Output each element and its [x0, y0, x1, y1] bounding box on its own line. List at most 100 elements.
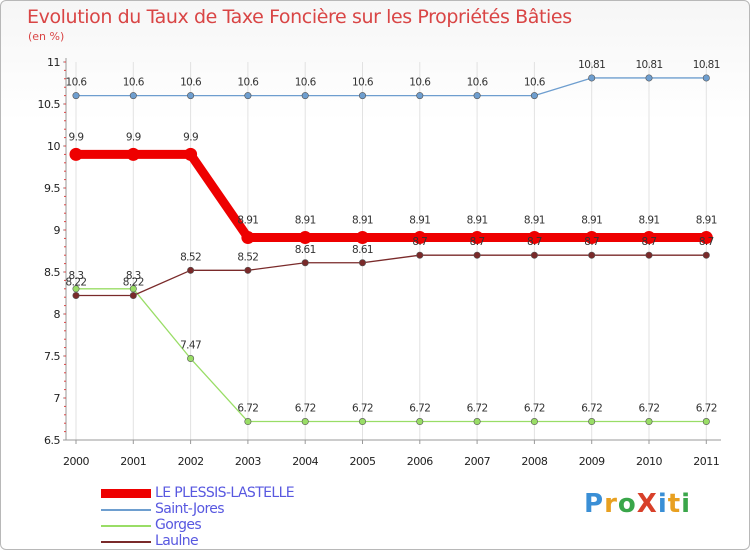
- y-tick-label: 8.5: [44, 266, 60, 279]
- x-tick-label: 2003: [235, 455, 261, 468]
- x-tick-label: 2005: [350, 455, 376, 468]
- data-point: [72, 92, 80, 100]
- y-tick-label: 6.5: [44, 434, 60, 447]
- data-label: 8.91: [696, 215, 717, 227]
- legend-swatch: [101, 509, 151, 511]
- x-tick-label: 2011: [693, 455, 719, 468]
- data-label: 8.22: [66, 277, 87, 289]
- data-label: 8.22: [123, 277, 144, 289]
- data-point: [69, 147, 83, 161]
- data-label: 8.7: [470, 236, 485, 248]
- data-label: 10.6: [295, 77, 317, 89]
- data-label: 9.9: [126, 131, 141, 143]
- data-label: 6.72: [295, 403, 316, 415]
- data-label: 8.7: [699, 236, 714, 248]
- legend-label: Gorges: [155, 517, 202, 533]
- data-point: [244, 92, 252, 100]
- data-label: 6.72: [467, 403, 488, 415]
- chart-title: Evolution du Taux de Taxe Foncière sur l…: [27, 6, 572, 28]
- data-label: 10.6: [352, 77, 374, 89]
- data-label: 8.7: [412, 236, 427, 248]
- data-label: 6.72: [409, 403, 430, 415]
- y-tick-label: 10: [47, 140, 60, 153]
- data-label: 8.91: [352, 215, 373, 227]
- data-point: [642, 231, 656, 245]
- data-label: 9.9: [183, 131, 198, 143]
- data-point: [530, 92, 538, 100]
- data-point: [244, 418, 252, 426]
- x-tick-label: 2002: [178, 455, 204, 468]
- data-point: [702, 74, 710, 82]
- data-point: [356, 231, 369, 245]
- data-label: 8.7: [527, 236, 542, 248]
- data-point: [72, 285, 80, 293]
- data-point: [588, 418, 596, 426]
- data-label: 8.91: [639, 215, 660, 227]
- data-label: 10.6: [66, 77, 88, 89]
- x-tick-label: 2001: [120, 455, 146, 468]
- proxiti-logo: ProXiti: [584, 489, 692, 519]
- data-point: [588, 251, 596, 259]
- data-label: 8.52: [180, 251, 201, 263]
- data-label: 8.61: [295, 244, 316, 256]
- series-line: [75, 254, 707, 297]
- data-point: [473, 92, 481, 100]
- data-label: 6.72: [352, 403, 373, 415]
- data-point: [585, 231, 599, 245]
- data-label: 8.91: [581, 215, 602, 227]
- data-point: [187, 266, 195, 274]
- data-label: 8.91: [237, 215, 258, 227]
- data-label: 9.9: [69, 131, 84, 143]
- data-label: 10.81: [635, 59, 662, 71]
- data-point: [527, 231, 541, 245]
- x-tick-label: 2006: [407, 455, 433, 468]
- data-label: 8.3: [126, 270, 141, 282]
- data-point: [588, 74, 596, 82]
- data-point: [184, 147, 198, 161]
- data-label: 10.6: [467, 77, 489, 89]
- data-point: [416, 418, 424, 426]
- data-label: 6.72: [237, 403, 258, 415]
- data-label: 8.91: [467, 215, 488, 227]
- data-label: 10.81: [578, 59, 605, 71]
- data-point: [702, 251, 710, 259]
- data-point: [244, 266, 252, 274]
- data-point: [416, 251, 424, 259]
- y-unit-label: (en %): [28, 30, 65, 43]
- data-point: [702, 418, 710, 426]
- data-point: [129, 292, 137, 300]
- data-point: [187, 355, 195, 363]
- series-line: [71, 149, 711, 243]
- data-label: 8.7: [584, 236, 599, 248]
- legend-label: Laulne: [155, 533, 199, 549]
- data-label: 8.61: [352, 244, 373, 256]
- data-point: [645, 74, 653, 82]
- legend-swatch: [101, 489, 151, 498]
- data-point: [645, 418, 653, 426]
- data-label: 6.72: [639, 403, 660, 415]
- y-tick-label: 10.5: [38, 98, 61, 111]
- legend-label: Saint-Jores: [155, 501, 225, 517]
- y-tick-label: 8: [54, 308, 61, 321]
- x-tick-label: 2000: [63, 455, 89, 468]
- data-label: 10.6: [237, 77, 259, 89]
- data-point: [72, 292, 80, 300]
- data-point: [301, 259, 309, 267]
- data-point: [126, 147, 140, 161]
- data-point: [470, 231, 484, 245]
- x-tick-label: 2010: [636, 455, 662, 468]
- data-point: [416, 92, 424, 100]
- data-point: [358, 92, 366, 100]
- data-point: [699, 231, 713, 245]
- data-label: 10.6: [409, 77, 431, 89]
- y-tick-label: 11: [47, 56, 60, 69]
- data-point: [530, 251, 538, 259]
- data-point: [645, 251, 653, 259]
- data-label: 6.72: [524, 403, 545, 415]
- data-point: [413, 231, 427, 245]
- data-point: [530, 418, 538, 426]
- data-label: 8.91: [295, 215, 316, 227]
- data-label: 8.91: [524, 215, 545, 227]
- data-point: [129, 285, 137, 293]
